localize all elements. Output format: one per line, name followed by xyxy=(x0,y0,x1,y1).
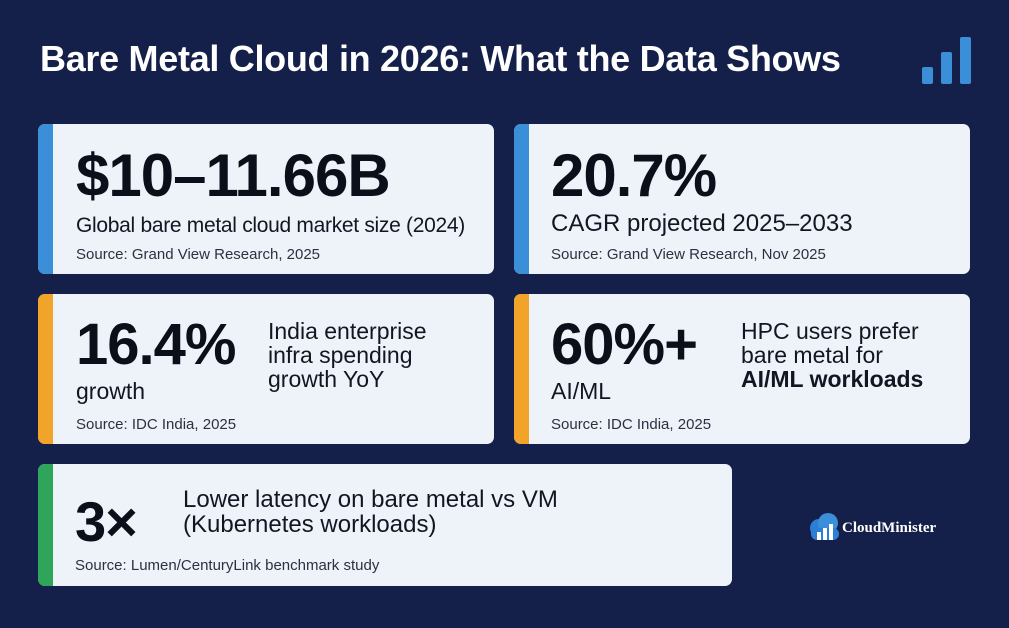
description-line: bare metal for xyxy=(741,341,883,368)
description-line: India enterprise xyxy=(268,318,427,344)
stat-label: CAGR projected 2025–2033 xyxy=(551,210,853,237)
stat-value: 60%+ xyxy=(551,312,698,377)
card-accent-bar xyxy=(514,294,529,444)
stat-value: 20.7% xyxy=(551,142,717,209)
card-accent-bar xyxy=(38,464,53,586)
card-accent-bar xyxy=(514,124,529,274)
cagr-card: 20.7% CAGR projected 2025–2033 Source: G… xyxy=(514,124,970,274)
latency-card: 3× Lower latency on bare metal vs VM (Ku… xyxy=(38,464,732,586)
india-growth-card: 16.4% growth India enterprise infra spen… xyxy=(38,294,494,444)
card-accent-bar xyxy=(38,124,53,274)
description-line: growth YoY xyxy=(268,365,385,392)
stat-value: 16.4% xyxy=(76,312,236,377)
hpc-preference-card: 60%+ AI/ML HPC users prefer bare metal f… xyxy=(514,294,970,444)
stat-sublabel: AI/ML xyxy=(551,378,612,404)
stat-description: HPC users prefer bare metal for AI/ML wo… xyxy=(741,318,924,392)
description-line: HPC users prefer xyxy=(741,318,919,344)
market-size-card: $10–11.66B Global bare metal cloud marke… xyxy=(38,124,494,274)
card-accent-bar xyxy=(38,294,53,444)
stat-source: Source: Lumen/CenturyLink benchmark stud… xyxy=(75,557,380,574)
stat-description: India enterprise infra spending growth Y… xyxy=(268,318,427,392)
description-line: (Kubernetes workloads) xyxy=(183,510,437,538)
description-line: Lower latency on bare metal vs VM xyxy=(183,486,558,513)
stat-source: Source: IDC India, 2025 xyxy=(551,416,712,433)
stat-description: Lower latency on bare metal vs VM (Kuber… xyxy=(183,486,558,538)
stat-value: 3× xyxy=(75,490,138,553)
stat-source: Source: Grand View Research, Nov 2025 xyxy=(551,246,826,263)
stat-source: Source: IDC India, 2025 xyxy=(76,416,237,433)
cloud-icon xyxy=(810,513,839,540)
description-line: infra spending xyxy=(268,341,413,368)
stat-label: Global bare metal cloud market size (202… xyxy=(76,214,465,237)
description-line: AI/ML workloads xyxy=(741,365,924,392)
bar-chart-icon xyxy=(922,37,971,84)
logo-text: CloudMinister xyxy=(842,520,937,536)
cloudminister-logo: CloudMinister xyxy=(808,512,968,544)
stat-source: Source: Grand View Research, 2025 xyxy=(76,246,321,263)
stat-value: $10–11.66B xyxy=(76,142,391,209)
page-title: Bare Metal Cloud in 2026: What the Data … xyxy=(40,38,841,79)
stat-sublabel: growth xyxy=(76,378,146,404)
